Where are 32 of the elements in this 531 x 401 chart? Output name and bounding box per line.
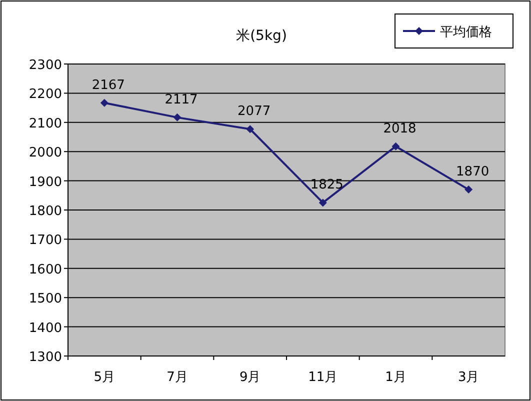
data-label: 2117: [164, 92, 198, 108]
x-tick-label: 5月: [94, 370, 116, 385]
y-tick-label: 1900: [28, 174, 62, 190]
y-tick-label: 2300: [28, 58, 62, 73]
x-tick-label: 3月: [458, 370, 480, 385]
data-label: 1825: [310, 178, 344, 193]
x-tick-label: 7月: [166, 370, 188, 385]
point: [464, 186, 473, 194]
legend: 平均価格: [394, 14, 514, 48]
y-tick-label: 1700: [28, 233, 62, 248]
y-tick-label: 1600: [28, 262, 62, 278]
y-tick-label: 2100: [28, 116, 62, 132]
data-label: 2167: [92, 78, 125, 93]
point: [246, 125, 254, 134]
data-label: 2018: [383, 121, 416, 136]
y-tick-label: 2000: [28, 146, 62, 161]
y-tick-label: 1500: [28, 292, 62, 307]
x-tick-label: 1月: [385, 370, 406, 385]
x-tick-label: 11月: [308, 370, 338, 385]
point: [173, 113, 182, 122]
y-tick-label: 1400: [28, 320, 62, 336]
point: [392, 142, 400, 150]
data-label: 1870: [456, 164, 490, 180]
y-tick-label: 1300: [28, 350, 62, 365]
legend-label: 平均価格: [440, 25, 492, 40]
x-tick-label: 9月: [239, 370, 261, 385]
y-tick-label: 2200: [28, 87, 62, 102]
point: [318, 198, 327, 207]
data-label: 2077: [238, 104, 271, 120]
point: [100, 98, 108, 107]
chart-title: 米(5kg): [236, 28, 287, 44]
y-tick-label: 1800: [28, 204, 62, 219]
